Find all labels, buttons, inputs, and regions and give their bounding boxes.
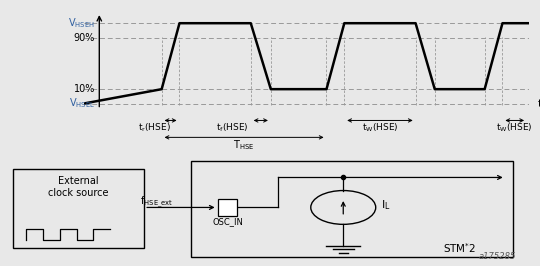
Text: I$_\mathregular{L}$: I$_\mathregular{L}$: [381, 198, 390, 212]
Text: t$_\mathregular{r}$(HSE): t$_\mathregular{r}$(HSE): [138, 121, 171, 134]
Bar: [14, 169, 144, 248]
Bar: [218, 199, 238, 216]
Text: External
clock source: External clock source: [49, 176, 109, 198]
Text: OSC_IN: OSC_IN: [212, 218, 243, 227]
Text: t$_\mathregular{W}$(HSE): t$_\mathregular{W}$(HSE): [496, 121, 533, 134]
Bar: [191, 161, 514, 256]
Text: V$_\mathregular{HSEH}$: V$_\mathregular{HSEH}$: [68, 16, 95, 30]
Text: STM$^{*}$2: STM$^{*}$2: [443, 242, 477, 255]
Text: V$_\mathregular{HSEL}$: V$_\mathregular{HSEL}$: [69, 97, 95, 110]
Text: a175285: a175285: [479, 252, 516, 261]
Text: t: t: [538, 98, 540, 109]
Text: T$_\mathregular{HSE}$: T$_\mathregular{HSE}$: [233, 138, 255, 152]
Text: t$_\mathregular{W}$(HSE): t$_\mathregular{W}$(HSE): [362, 121, 398, 134]
Text: 10%: 10%: [73, 84, 95, 94]
Text: f$_\mathregular{HSE\_ext}$: f$_\mathregular{HSE\_ext}$: [139, 194, 173, 210]
Text: 90%: 90%: [73, 34, 95, 43]
Text: t$_\mathregular{f}$(HSE): t$_\mathregular{f}$(HSE): [216, 121, 248, 134]
